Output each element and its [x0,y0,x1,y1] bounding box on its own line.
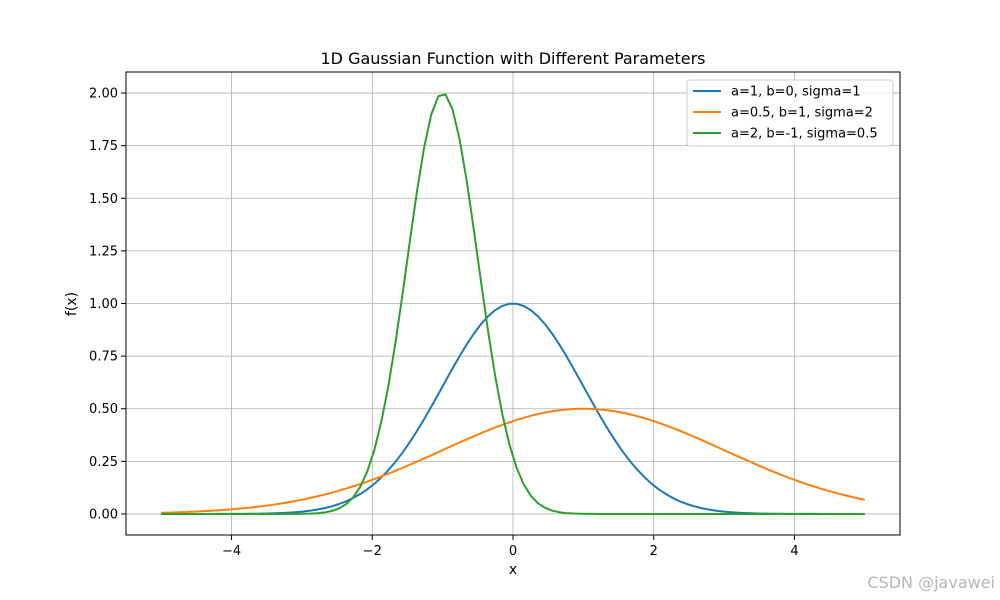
legend-label-1: a=1, b=0, sigma=1 [731,85,861,100]
y-tick-label: 0.25 [89,455,118,470]
y-axis-label: f(x) [64,292,80,316]
x-ticks: −4 −2 0 2 4 [222,535,799,559]
y-tick-label: 0.75 [89,350,118,365]
y-tick-label: 1.75 [89,139,118,154]
series-lines [161,93,866,515]
y-tick-label: 1.50 [89,192,118,207]
y-ticks: 0.00 0.25 0.50 0.75 1.00 1.25 1.50 1.75 2.00 [89,87,126,522]
series-line-2 [161,407,866,514]
series-line-3 [161,93,865,515]
legend: a=1, b=0, sigma=1 a=0.5, b=1, sigma=2 a=2,… [686,79,894,147]
y-tick-label: 0.50 [89,402,118,417]
x-tick-label: −2 [363,544,382,559]
y-tick-label: 0.00 [89,507,118,522]
x-tick-label: 2 [650,544,658,559]
legend-label-3: a=2, b=-1, sigma=0.5 [731,127,878,142]
y-tick-label: 2.00 [89,87,118,102]
y-tick-label: 1.00 [89,297,118,312]
x-tick-label: 4 [790,544,798,559]
x-axis-label: x [509,562,517,578]
x-tick-label: 0 [509,544,517,559]
y-tick-label: 1.25 [89,244,118,259]
chart-title: 1D Gaussian Function with Different Para… [320,49,705,68]
watermark: CSDN @javawei [867,573,995,592]
legend-label-2: a=0.5, b=1, sigma=2 [731,106,873,121]
x-tick-label: −4 [222,544,241,559]
legend-box [686,79,894,147]
